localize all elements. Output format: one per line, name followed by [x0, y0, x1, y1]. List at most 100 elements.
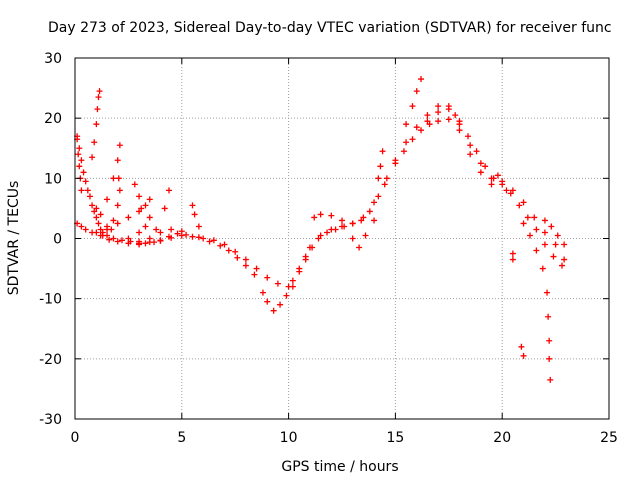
- data-point: [251, 271, 258, 278]
- data-point: [110, 217, 117, 224]
- data-point: [195, 234, 202, 241]
- data-point: [554, 232, 561, 239]
- data-point: [467, 151, 474, 158]
- data-point: [174, 230, 181, 237]
- data-point: [366, 208, 373, 215]
- data-point: [136, 229, 143, 236]
- x-tick-label: 20: [493, 430, 511, 446]
- data-point: [110, 235, 117, 242]
- data-point: [482, 163, 489, 170]
- data-point: [552, 241, 559, 248]
- data-point: [452, 112, 459, 119]
- data-point: [541, 217, 548, 224]
- y-tick-label: -10: [39, 292, 62, 308]
- data-point: [509, 250, 516, 257]
- data-point: [106, 236, 113, 243]
- data-point: [520, 352, 527, 359]
- data-point: [473, 148, 480, 155]
- data-point: [191, 211, 198, 218]
- data-point: [424, 118, 431, 125]
- data-point: [467, 142, 474, 149]
- data-point: [234, 254, 241, 261]
- data-point: [400, 148, 407, 155]
- data-point: [541, 229, 548, 236]
- data-point: [76, 163, 83, 170]
- data-point: [302, 256, 309, 263]
- data-point: [403, 139, 410, 146]
- chart-title: Day 273 of 2023, Sidereal Day-to-day VTE…: [48, 20, 612, 36]
- data-point: [259, 289, 266, 296]
- data-point: [91, 139, 98, 146]
- data-point: [116, 187, 123, 194]
- data-point: [125, 214, 132, 221]
- data-point: [104, 226, 111, 233]
- data-point: [309, 244, 316, 251]
- data-point: [93, 229, 100, 236]
- data-point: [161, 205, 168, 212]
- data-point: [324, 229, 331, 236]
- data-point: [533, 247, 540, 254]
- data-point: [311, 214, 318, 221]
- data-point: [548, 223, 555, 230]
- data-point: [509, 256, 516, 263]
- data-point: [379, 148, 386, 155]
- data-point: [328, 212, 335, 219]
- data-point: [435, 109, 442, 116]
- data-point: [80, 169, 87, 176]
- data-point: [445, 116, 452, 123]
- data-point: [349, 235, 356, 242]
- data-point: [78, 187, 85, 194]
- data-point: [131, 181, 138, 188]
- data-point: [435, 118, 442, 125]
- x-axis-label: GPS time / hours: [281, 459, 398, 475]
- data-point: [499, 181, 506, 188]
- data-point: [114, 202, 121, 209]
- data-point: [195, 223, 202, 230]
- data-point: [142, 240, 149, 247]
- data-point: [232, 248, 239, 255]
- data-point: [296, 268, 303, 275]
- data-point: [89, 202, 96, 209]
- data-point: [531, 214, 538, 221]
- data-point: [97, 211, 104, 218]
- data-point: [545, 313, 552, 320]
- data-point: [93, 214, 100, 221]
- data-point: [546, 355, 553, 362]
- data-point: [403, 121, 410, 128]
- data-point: [358, 217, 365, 224]
- data-point: [206, 238, 213, 245]
- data-point: [274, 280, 281, 287]
- data-point: [146, 214, 153, 221]
- data-point: [118, 237, 125, 244]
- data-point: [561, 241, 568, 248]
- data-point: [518, 343, 525, 350]
- data-point: [114, 157, 121, 164]
- data-point: [114, 220, 121, 227]
- data-point: [165, 187, 172, 194]
- data-point: [75, 151, 82, 158]
- y-tick-label: 30: [44, 51, 62, 67]
- data-point: [375, 175, 382, 182]
- data-point: [76, 145, 83, 152]
- data-point: [503, 187, 510, 194]
- y-tick-label: -20: [39, 352, 62, 368]
- data-point: [490, 175, 497, 182]
- data-point: [142, 202, 149, 209]
- axis-ticks: 0 5 10 15 20 25 -30 -20 -10 0 10 20 30: [39, 51, 618, 446]
- data-point: [157, 229, 164, 236]
- data-point: [146, 235, 153, 242]
- data-point: [178, 228, 185, 235]
- data-point: [183, 231, 190, 238]
- data-point: [270, 307, 277, 314]
- x-tick-label: 25: [600, 430, 618, 446]
- data-point: [93, 205, 100, 212]
- data-point: [509, 187, 516, 194]
- data-point: [520, 220, 527, 227]
- data-point: [360, 214, 367, 221]
- data-point: [516, 202, 523, 209]
- data-point: [84, 187, 91, 194]
- data-point: [89, 154, 96, 161]
- data-point: [151, 239, 158, 246]
- data-point: [242, 262, 249, 269]
